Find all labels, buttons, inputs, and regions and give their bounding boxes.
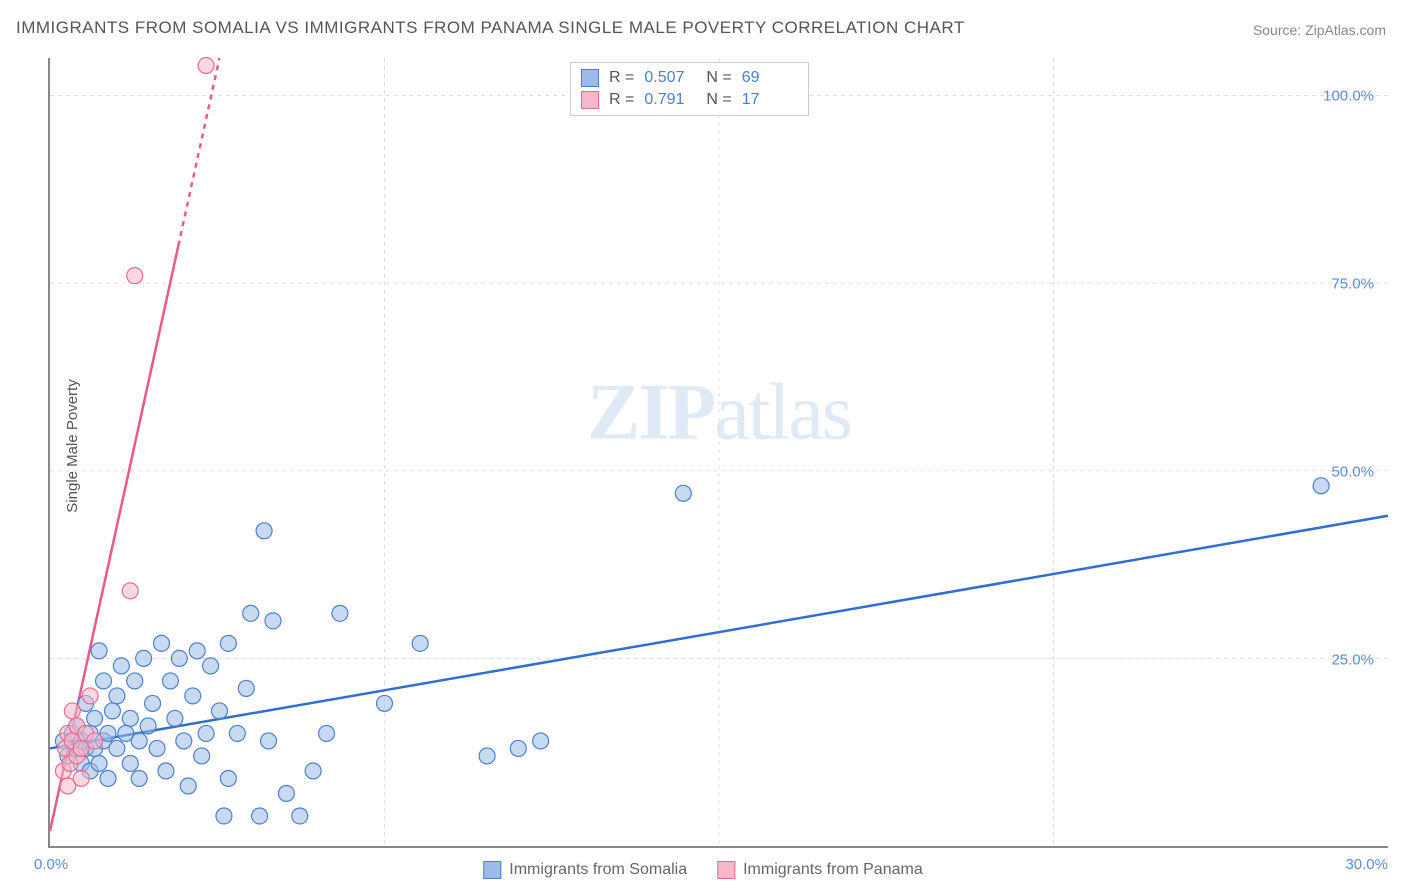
y-tick-label: 25.0% bbox=[1331, 651, 1374, 668]
data-point bbox=[109, 740, 125, 756]
data-point bbox=[412, 635, 428, 651]
swatch-series1 bbox=[581, 69, 599, 87]
source-label: Source: ZipAtlas.com bbox=[1253, 22, 1386, 38]
x-origin-label: 0.0% bbox=[34, 856, 68, 873]
data-point bbox=[127, 673, 143, 689]
y-tick-label: 50.0% bbox=[1331, 463, 1374, 480]
data-point bbox=[533, 733, 549, 749]
data-point bbox=[256, 523, 272, 539]
data-point bbox=[64, 703, 80, 719]
stats-legend: R = 0.507 N = 69 R = 0.791 N = 17 bbox=[570, 62, 809, 116]
data-point bbox=[377, 695, 393, 711]
data-point bbox=[87, 710, 103, 726]
data-point bbox=[319, 725, 335, 741]
data-point bbox=[122, 710, 138, 726]
data-point bbox=[154, 635, 170, 651]
stats-row-1: R = 0.507 N = 69 bbox=[581, 67, 794, 89]
data-point bbox=[238, 680, 254, 696]
n-value-1: 69 bbox=[742, 69, 794, 87]
data-point bbox=[113, 658, 129, 674]
data-point bbox=[176, 733, 192, 749]
data-point bbox=[211, 703, 227, 719]
series-legend: Immigrants from Somalia Immigrants from … bbox=[475, 852, 930, 888]
swatch-series2 bbox=[581, 91, 599, 109]
data-point bbox=[96, 673, 112, 689]
data-point bbox=[479, 748, 495, 764]
legend-label-2: Immigrants from Panama bbox=[743, 861, 923, 879]
data-point bbox=[220, 770, 236, 786]
data-point bbox=[73, 770, 89, 786]
chart-title: IMMIGRANTS FROM SOMALIA VS IMMIGRANTS FR… bbox=[16, 18, 965, 38]
data-point bbox=[194, 748, 210, 764]
data-point bbox=[252, 808, 268, 824]
data-point bbox=[292, 808, 308, 824]
legend-label-1: Immigrants from Somalia bbox=[509, 861, 687, 879]
chart-svg bbox=[50, 58, 1388, 846]
data-point bbox=[332, 605, 348, 621]
data-point bbox=[162, 673, 178, 689]
data-point bbox=[140, 718, 156, 734]
data-point bbox=[149, 740, 165, 756]
legend-swatch-1 bbox=[483, 861, 501, 879]
data-point bbox=[1313, 478, 1329, 494]
data-point bbox=[109, 688, 125, 704]
data-point bbox=[261, 733, 277, 749]
r-label: R = bbox=[609, 91, 634, 109]
plot-area: ZIPatlas 25.0%50.0%75.0%100.0% bbox=[48, 58, 1388, 848]
n-label: N = bbox=[706, 91, 731, 109]
data-point bbox=[145, 695, 161, 711]
data-point bbox=[189, 643, 205, 659]
data-point bbox=[198, 58, 214, 74]
data-point bbox=[91, 643, 107, 659]
r-value-1: 0.507 bbox=[644, 69, 696, 87]
data-point bbox=[675, 485, 691, 501]
data-point bbox=[82, 688, 98, 704]
data-point bbox=[158, 763, 174, 779]
n-value-2: 17 bbox=[742, 91, 794, 109]
data-point bbox=[216, 808, 232, 824]
data-point bbox=[220, 635, 236, 651]
data-point bbox=[185, 688, 201, 704]
n-label: N = bbox=[706, 69, 731, 87]
data-point bbox=[136, 650, 152, 666]
data-point bbox=[167, 710, 183, 726]
data-point bbox=[131, 733, 147, 749]
data-point bbox=[229, 725, 245, 741]
data-point bbox=[510, 740, 526, 756]
data-point bbox=[278, 785, 294, 801]
r-value-2: 0.791 bbox=[644, 91, 696, 109]
data-point bbox=[171, 650, 187, 666]
legend-item-2: Immigrants from Panama bbox=[717, 861, 923, 879]
y-tick-label: 75.0% bbox=[1331, 275, 1374, 292]
data-point bbox=[243, 605, 259, 621]
data-point bbox=[131, 770, 147, 786]
data-point bbox=[203, 658, 219, 674]
legend-item-1: Immigrants from Somalia bbox=[483, 861, 687, 879]
data-point bbox=[104, 703, 120, 719]
data-point bbox=[265, 613, 281, 629]
data-point bbox=[198, 725, 214, 741]
legend-swatch-2 bbox=[717, 861, 735, 879]
data-point bbox=[122, 755, 138, 771]
data-point bbox=[100, 770, 116, 786]
data-point bbox=[91, 755, 107, 771]
data-point bbox=[87, 733, 103, 749]
data-point bbox=[305, 763, 321, 779]
r-label: R = bbox=[609, 69, 634, 87]
data-point bbox=[180, 778, 196, 794]
y-tick-label: 100.0% bbox=[1323, 87, 1374, 104]
data-point bbox=[127, 268, 143, 284]
x-max-label: 30.0% bbox=[1345, 856, 1388, 873]
stats-row-2: R = 0.791 N = 17 bbox=[581, 89, 794, 111]
data-point bbox=[122, 583, 138, 599]
